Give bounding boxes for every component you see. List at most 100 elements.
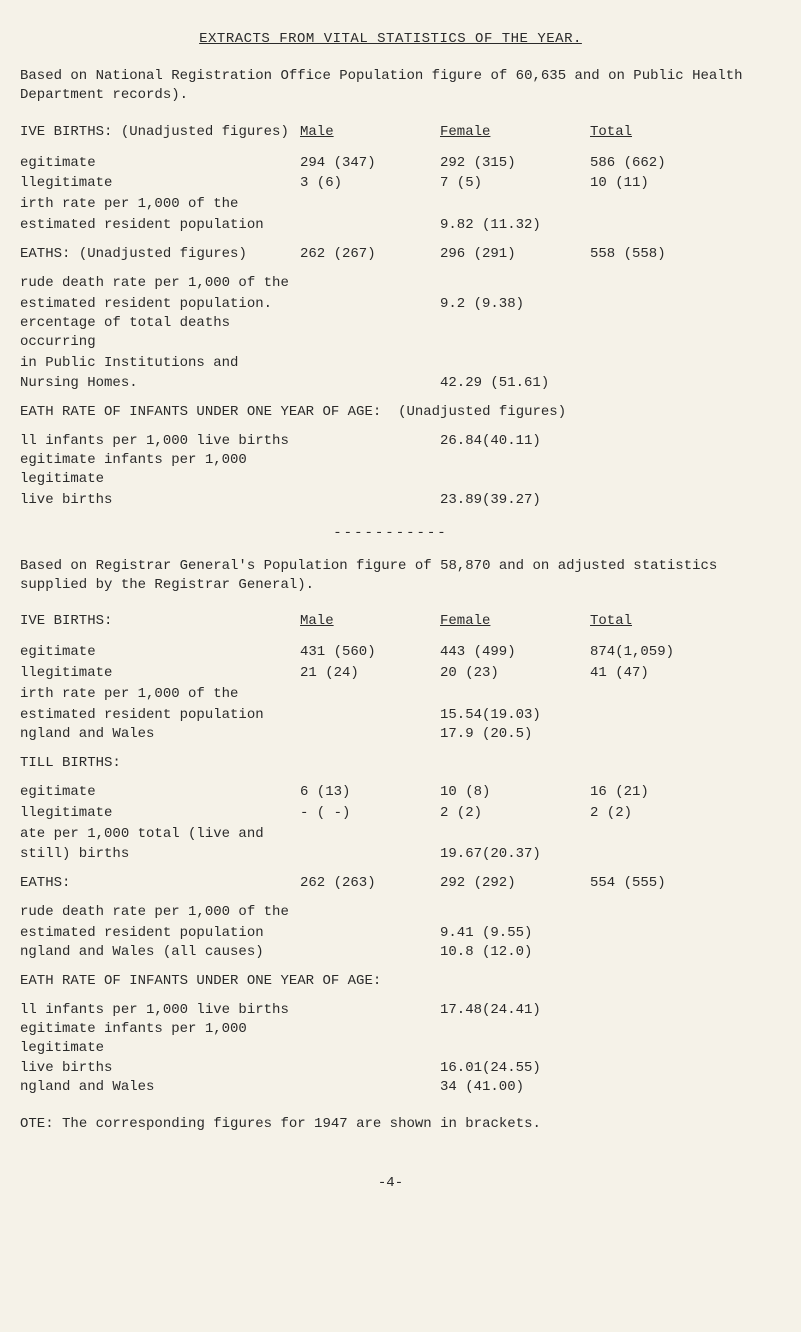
cell: 2 (2) [590,804,761,823]
rate-row: irth rate per 1,000 of the [20,195,761,214]
cell: 3 (6) [300,174,440,193]
rate-row: estimated resident population 9.82 (11.3… [20,216,761,235]
cell: 554 (555) [590,874,761,893]
row-label: egitimate [20,783,300,802]
england-row: ngland and Wales (all causes) 10.8 (12.0… [20,943,761,962]
infant-row: egitimate infants per 1,000 legitimate [20,451,761,489]
col-total: Total [590,123,761,142]
section-heading: IVE BIRTHS: [20,613,112,629]
row-label: live births [20,1059,440,1078]
cell: 16.01(24.55) [440,1059,761,1078]
row-label: estimated resident population [20,924,440,943]
page-number: -4- [20,1174,761,1193]
row-label: ercentage of total deaths occurring [20,314,300,352]
infant-row: ll infants per 1,000 live births 26.84(4… [20,432,761,451]
row-label: irth rate per 1,000 of the [20,685,300,704]
cell: 292 (315) [440,154,590,173]
births2-header: IVE BIRTHS: Male Female Total [20,612,761,631]
infant-heading: EATH RATE OF INFANTS UNDER ONE YEAR OF A… [20,403,761,422]
cell: 262 (267) [300,245,440,264]
cell: 41 (47) [590,664,761,683]
cell: 443 (499) [440,643,590,662]
cell: 6 (13) [300,783,440,802]
data-row: llegitimate 3 (6) 7 (5) 10 (11) [20,174,761,193]
row-label: live births [20,491,440,510]
row-label: llegitimate [20,664,300,683]
cell: 21 (24) [300,664,440,683]
row-label: irth rate per 1,000 of the [20,195,300,214]
row-label: estimated resident population [20,706,440,725]
row-label: ngland and Wales [20,1078,440,1097]
england-row: ngland and Wales 34 (41.00) [20,1078,761,1097]
page-title: EXTRACTS FROM VITAL STATISTICS OF THE YE… [20,30,761,49]
row-label: egitimate infants per 1,000 legitimate [20,451,300,489]
infant-row: egitimate infants per 1,000 legitimate [20,1020,761,1058]
cell: 586 (662) [590,154,761,173]
rate-row: still) births 19.67(20.37) [20,845,761,864]
row-label: ate per 1,000 total (live and [20,825,300,844]
still-heading: TILL BIRTHS: [20,754,761,773]
rate-row: irth rate per 1,000 of the [20,685,761,704]
cell: 20 (23) [440,664,590,683]
cell: 9.2 (9.38) [440,295,761,314]
row-label: ll infants per 1,000 live births [20,432,440,451]
row-label: egitimate [20,643,300,662]
cell: 16 (21) [590,783,761,802]
section-suffix: (Unadjusted figures) [398,403,566,422]
section-heading: EATHS: [20,246,70,262]
col-male: Male [300,123,440,142]
crude-row: rude death rate per 1,000 of the [20,274,761,293]
intro-text-2: Based on Registrar General's Population … [20,557,761,595]
cell: 2 (2) [440,804,590,823]
row-label: llegitimate [20,174,300,193]
section-heading: IVE BIRTHS: [20,124,112,140]
section-subheading: (Unadjusted figures) [121,124,289,140]
cell: 10 (11) [590,174,761,193]
intro-text: Based on National Registration Office Po… [20,67,761,105]
row-label: ngland and Wales [20,725,440,744]
cell: 34 (41.00) [440,1078,761,1097]
col-female: Female [440,612,590,631]
crude-row: estimated resident population. 9.2 (9.38… [20,295,761,314]
cell: 9.82 (11.32) [440,216,761,235]
deaths-row: EATHS: (Unadjusted figures) 262 (267) 29… [20,245,761,264]
row-label: still) births [20,845,440,864]
row-label: ngland and Wales (all causes) [20,943,440,962]
row-label: rude death rate per 1,000 of the [20,903,300,922]
section-heading: EATH RATE OF INFANTS UNDER ONE YEAR OF A… [20,403,381,422]
cell: 42.29 (51.61) [440,374,761,393]
infant-row: live births 16.01(24.55) [20,1059,761,1078]
rate-row: estimated resident population 15.54(19.0… [20,706,761,725]
row-label: ll infants per 1,000 live births [20,1001,440,1020]
crude-row: rude death rate per 1,000 of the [20,903,761,922]
note: OTE: The corresponding figures for 1947 … [20,1115,761,1134]
data-row: egitimate 294 (347) 292 (315) 586 (662) [20,154,761,173]
infant2-heading: EATH RATE OF INFANTS UNDER ONE YEAR OF A… [20,972,761,991]
col-male: Male [300,612,440,631]
row-label: egitimate [20,154,300,173]
row-label: llegitimate [20,804,300,823]
section-subheading: (Unadjusted figures) [79,246,247,262]
cell: 17.48(24.41) [440,1001,761,1020]
deaths2-row: EATHS: 262 (263) 292 (292) 554 (555) [20,874,761,893]
perc-row: ercentage of total deaths occurring [20,314,761,352]
row-label: in Public Institutions and [20,354,300,373]
row-label: Nursing Homes. [20,374,440,393]
row-label: estimated resident population [20,216,440,235]
infant-row: ll infants per 1,000 live births 17.48(2… [20,1001,761,1020]
england-row: ngland and Wales 17.9 (20.5) [20,725,761,744]
rate-row: ate per 1,000 total (live and [20,825,761,844]
cell: 26.84(40.11) [440,432,761,451]
row-label: egitimate infants per 1,000 legitimate [20,1020,300,1058]
births-header: IVE BIRTHS: (Unadjusted figures) Male Fe… [20,123,761,142]
cell: 15.54(19.03) [440,706,761,725]
cell: 294 (347) [300,154,440,173]
note-prefix: OTE: [20,1116,54,1132]
section-heading: TILL BIRTHS: [20,754,121,773]
cell: 296 (291) [440,245,590,264]
cell: 9.41 (9.55) [440,924,761,943]
divider: ----------- [20,524,761,543]
row-label: rude death rate per 1,000 of the [20,274,300,293]
col-female: Female [440,123,590,142]
cell: 874(1,059) [590,643,761,662]
